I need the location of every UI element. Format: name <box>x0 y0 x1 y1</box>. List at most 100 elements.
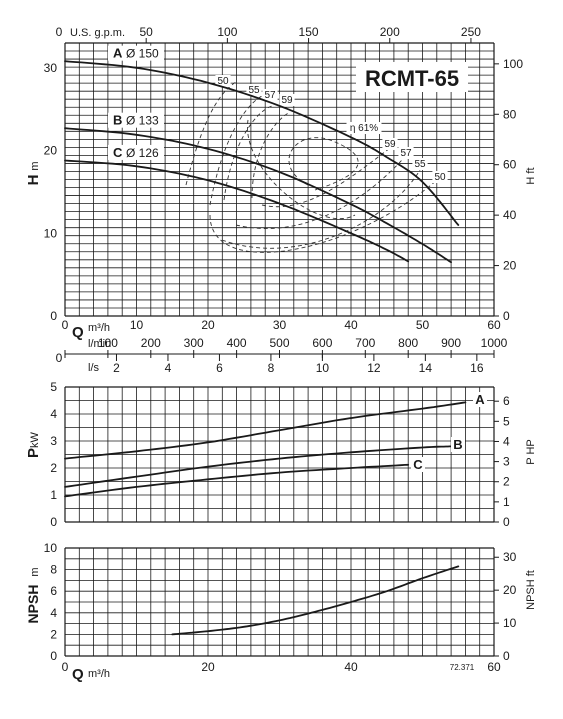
efficiency-contour <box>251 111 291 199</box>
lmin-tick-label: 400 <box>227 336 247 350</box>
power-series-label: B <box>453 437 462 452</box>
power-axis-label: P <box>25 448 42 458</box>
top-tick-label: 0 <box>56 25 63 39</box>
npsh-x-tick-label: 40 <box>344 660 358 674</box>
efficiency-label-bg <box>412 158 428 170</box>
lmin-tick-label: 1000 <box>481 336 508 350</box>
efficiency-label-bg <box>279 94 295 106</box>
power-series-label: C <box>413 457 423 472</box>
series-name-label: C <box>113 145 123 160</box>
power-right-tick-label: 1 <box>503 495 510 509</box>
power-label-bg <box>473 392 487 407</box>
power-right-tick-label: 6 <box>503 394 510 408</box>
npsh-x-tick-label: 0 <box>62 660 69 674</box>
title-bg <box>356 62 468 92</box>
head-curve-B <box>64 127 453 264</box>
efficiency-label: 50 <box>217 76 229 87</box>
power-right-tick-label: 2 <box>503 475 510 489</box>
series-name-label: B <box>113 113 122 128</box>
y-axis-label-h-unit: m <box>29 161 41 170</box>
ls-tick-label: 10 <box>316 361 330 375</box>
x-axis-label-q: Q <box>72 324 84 341</box>
ls-tick-label: 6 <box>216 361 223 375</box>
y-tick-label: 30 <box>44 61 58 75</box>
ls-tick-label: 8 <box>268 361 275 375</box>
lmin-tick-label: 700 <box>355 336 375 350</box>
right-tick-label: 0 <box>503 309 510 323</box>
npsh-axis-label: NPSH <box>25 585 41 624</box>
npsh-right-tick-label: 0 <box>503 649 510 663</box>
power-grid <box>64 386 495 523</box>
npsh-axis-unit: m <box>29 567 41 576</box>
efficiency-contour <box>221 169 421 249</box>
npsh-grid <box>64 547 495 657</box>
top-tick-label: 150 <box>299 25 319 39</box>
lmin-tick-label: 300 <box>184 336 204 350</box>
x-tick-label: 30 <box>273 318 287 332</box>
efficiency-label: 50 <box>434 172 446 183</box>
ls-tick-label: 2 <box>113 361 120 375</box>
npsh-y-tick-label: 8 <box>50 563 57 577</box>
npsh-x-tick-label: 60 <box>487 660 501 674</box>
y-tick-label: 10 <box>44 226 58 240</box>
efficiency-label-bg <box>432 171 448 183</box>
power-curve-A <box>64 401 467 460</box>
power-y-tick-label: 1 <box>50 488 57 502</box>
right-tick-label: 100 <box>503 57 523 71</box>
chart-title: RCMT-65 <box>365 66 459 91</box>
power-y-tick-label: 0 <box>50 515 57 529</box>
x-axis-label-unit: m³/h <box>88 322 110 334</box>
top-tick-label: 250 <box>461 25 481 39</box>
ls-tick-label: 14 <box>419 361 433 375</box>
ls-zero-label: 0 <box>56 351 63 365</box>
lmin-tick-label: 500 <box>269 336 289 350</box>
efficiency-contour <box>209 95 263 206</box>
figure-code: 72.371 <box>450 663 475 672</box>
head-curve-C <box>64 159 410 263</box>
x-tick-label: 60 <box>487 318 501 332</box>
y-tick-label: 0 <box>50 309 57 323</box>
head-curve-A <box>64 60 460 226</box>
efficiency-label: 55 <box>414 159 426 170</box>
efficiency-label-bg <box>346 122 382 134</box>
efficiency-contour <box>223 105 273 201</box>
efficiency-label: 57 <box>264 90 276 101</box>
lmin-tick-label: 200 <box>141 336 161 350</box>
power-right-tick-label: 0 <box>503 515 510 529</box>
power-right-tick-label: 5 <box>503 414 510 428</box>
lmin-tick-label: 900 <box>441 336 461 350</box>
npsh-y-tick-label: 6 <box>50 584 57 598</box>
y-axis-label-h: H <box>25 175 42 186</box>
x-tick-label: 10 <box>130 318 144 332</box>
power-y-tick-label: 5 <box>50 380 57 394</box>
ls-tick-label: 4 <box>165 361 172 375</box>
efficiency-contour <box>288 137 359 191</box>
efficiency-label-bg <box>398 147 414 159</box>
power-y-tick-label: 3 <box>50 434 57 448</box>
series-diameter-label: Ø 133 <box>126 114 159 128</box>
series-label-bg <box>108 144 164 160</box>
right-tick-label: 80 <box>503 107 517 121</box>
x-tick-label: 0 <box>62 318 69 332</box>
npsh-axis-label-right: NPSH ft <box>525 570 537 610</box>
series-diameter-label: Ø 126 <box>126 146 159 160</box>
power-series-label: A <box>475 392 485 407</box>
efficiency-label: 59 <box>281 95 293 106</box>
npsh-x-tick-label: 20 <box>201 660 215 674</box>
x-tick-label: 20 <box>201 318 215 332</box>
y-tick-label: 20 <box>44 144 58 158</box>
right-tick-label: 20 <box>503 259 517 273</box>
efficiency-contour <box>209 179 438 253</box>
power-right-tick-label: 3 <box>503 455 510 469</box>
efficiency-label-bg <box>262 89 278 101</box>
npsh-curve <box>171 565 460 636</box>
npsh-right-tick-label: 30 <box>503 550 517 564</box>
npsh-y-tick-label: 0 <box>50 649 57 663</box>
npsh-right-tick-label: 10 <box>503 616 517 630</box>
efficiency-label: 57 <box>400 148 412 159</box>
npsh-y-tick-label: 4 <box>50 606 57 620</box>
ls-axis-label: l/s <box>88 362 100 374</box>
efficiency-label: 55 <box>248 85 260 96</box>
series-label-bg <box>108 45 164 61</box>
